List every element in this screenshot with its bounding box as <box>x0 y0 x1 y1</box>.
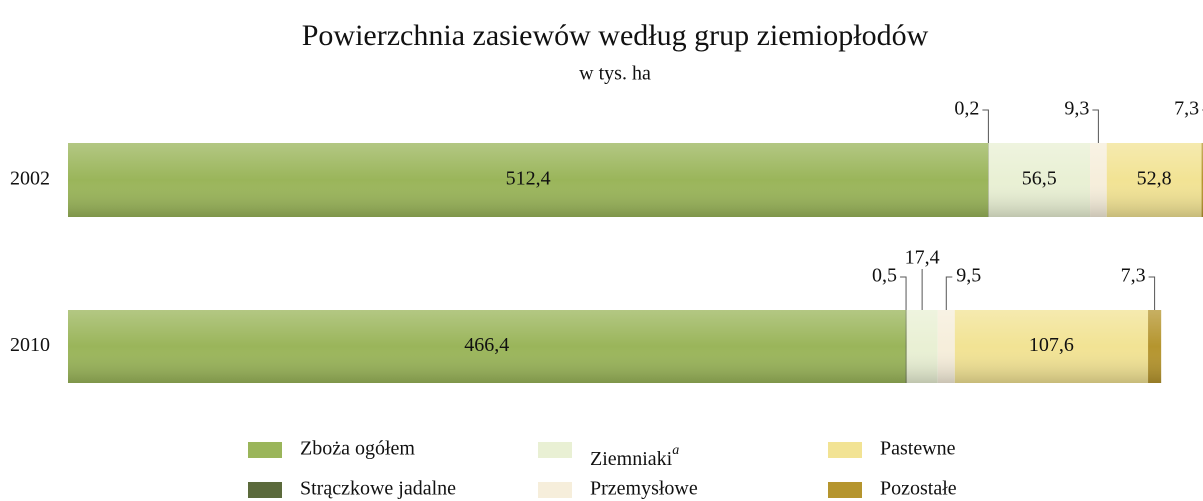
bar-shade <box>1201 143 1203 217</box>
y-tick-label: 2010 <box>10 334 50 356</box>
legend-label: Pozostałe <box>880 478 957 500</box>
value-label: 56,5 <box>1022 168 1057 190</box>
value-label: 52,8 <box>1137 168 1172 190</box>
value-label: 17,4 <box>905 247 940 269</box>
value-label: 0,2 <box>954 98 979 120</box>
leader-line <box>945 276 953 310</box>
leader-line <box>1148 276 1156 310</box>
legend-swatch <box>248 442 282 458</box>
bar-shade <box>905 310 907 383</box>
value-label: 9,5 <box>956 265 981 287</box>
bar-shade <box>954 310 1149 383</box>
bar-shade <box>988 143 1091 217</box>
bar-shade <box>937 310 955 383</box>
y-tick-label: 2002 <box>10 168 50 190</box>
legend-label: Pastewne <box>880 438 956 460</box>
bar-shade <box>988 143 989 217</box>
legend-label: Strączkowe jadalne <box>300 478 456 500</box>
legend-swatch <box>248 482 282 498</box>
legend-swatch <box>538 482 572 498</box>
legend-label: Zboża ogółem <box>300 438 415 460</box>
legend-swatch <box>538 442 572 458</box>
leader-line <box>1092 109 1099 143</box>
chart-title: Powierzchnia zasiewów według grup ziemio… <box>302 19 929 52</box>
value-label: 107,6 <box>1029 334 1074 356</box>
leader-line <box>982 109 989 143</box>
chart-subtitle: w tys. ha <box>579 63 651 85</box>
legend-label: Przemysłowe <box>590 478 698 500</box>
bar-shade <box>906 310 938 383</box>
value-label: 7,3 <box>1174 98 1199 120</box>
bar-shade <box>68 143 989 217</box>
legend-label: Ziemniakia <box>590 443 679 469</box>
value-label: 7,3 <box>1121 265 1146 287</box>
bar-shade <box>1148 310 1162 383</box>
bar-shade <box>1106 143 1202 217</box>
value-label: 0,5 <box>872 265 897 287</box>
value-label: 512,4 <box>506 168 551 190</box>
value-label: 466,4 <box>464 334 509 356</box>
bar-shade <box>68 310 906 383</box>
bar-shade <box>1090 143 1107 217</box>
leader-line <box>900 276 907 310</box>
legend-swatch <box>828 482 862 498</box>
value-label: 9,3 <box>1064 98 1089 120</box>
legend-swatch <box>828 442 862 458</box>
legend-label-text: Ziemniaki <box>590 448 673 470</box>
legend-superscript: a <box>672 443 679 458</box>
